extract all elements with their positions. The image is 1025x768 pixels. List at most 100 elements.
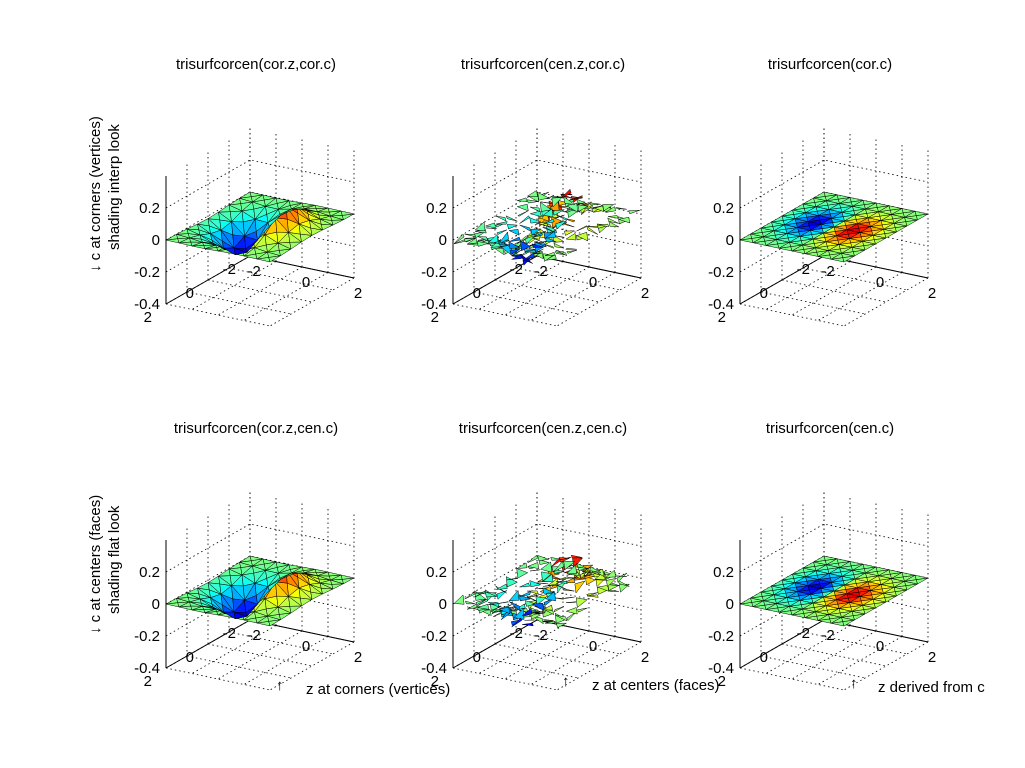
y-tick-label: 2	[431, 309, 439, 326]
x-tick-label: 2	[928, 285, 936, 302]
surface-facet	[498, 231, 509, 244]
surface-facet	[522, 622, 534, 627]
surface-facet	[836, 194, 851, 200]
surface-facet	[560, 193, 572, 199]
surface-facet	[275, 197, 290, 204]
x-tick-label: -2	[821, 627, 834, 644]
surface-facet	[556, 214, 568, 221]
panel-6: trisurfcorcen(cen.c)0.20-0.2-0.420-2 -202	[708, 420, 936, 691]
z-tick-label: 0	[152, 232, 160, 249]
surface-facet	[249, 191, 264, 197]
z-tick-label: 0	[439, 596, 447, 613]
y-tick-label: -2	[223, 261, 236, 278]
row-label-top-line2: shading interp look	[106, 124, 123, 250]
surface-facet	[484, 222, 496, 229]
surface-3	[739, 191, 929, 263]
surface-facet	[540, 201, 552, 204]
surface-facet	[531, 602, 545, 612]
grid-line	[452, 587, 642, 637]
surface-facet	[563, 196, 575, 205]
surface-facet	[543, 598, 555, 607]
surface-facet	[534, 611, 546, 613]
surface-facet	[577, 607, 588, 613]
x-tick-label: -2	[534, 263, 547, 280]
y-axis	[452, 619, 538, 669]
grid-line	[739, 587, 929, 637]
surface-facet	[586, 592, 598, 597]
surface-facet	[532, 616, 544, 625]
surface-facet	[607, 217, 619, 224]
surface-facet	[340, 574, 355, 580]
surface-facet	[529, 580, 542, 588]
surface-facet	[576, 562, 588, 570]
surface-facet	[566, 577, 578, 579]
surface-facet	[496, 229, 508, 235]
z-tick-label: -0.4	[134, 660, 160, 677]
surface-facet	[615, 575, 627, 577]
surface-facet	[914, 210, 929, 216]
surface-facet	[499, 243, 510, 247]
z-tick-label: 0.2	[426, 564, 447, 581]
surface-facet	[301, 566, 316, 571]
surface-facet	[542, 573, 554, 583]
surface-facet	[606, 577, 618, 588]
y-tick-label: 0	[473, 285, 481, 302]
surface-facet	[327, 571, 342, 577]
surface-facet	[288, 564, 303, 570]
surface-facet	[529, 217, 541, 224]
surface-facet	[616, 572, 628, 583]
column-note-3-text: z derived from c	[878, 679, 985, 696]
surface-facet	[579, 569, 592, 576]
surface-facet	[464, 592, 475, 600]
surface-facet	[531, 612, 544, 614]
surface-facet	[862, 199, 877, 205]
surface-facet	[496, 221, 508, 225]
surface-facet	[875, 202, 890, 208]
surface-facet	[516, 236, 527, 245]
surface-facet	[521, 254, 533, 264]
surface-facet	[509, 236, 521, 242]
surface-facet	[453, 233, 465, 244]
surface-facet	[535, 241, 547, 248]
z-tick-label: -0.4	[708, 660, 734, 677]
surface-facet	[516, 562, 528, 569]
surface-facet	[553, 242, 564, 249]
surface-facet	[340, 210, 355, 216]
surface-facet	[474, 231, 486, 239]
surface-facet	[526, 562, 540, 570]
column-note-1-arrow: ↑	[276, 677, 284, 694]
surface-facet	[556, 580, 568, 593]
surface-facet	[477, 603, 490, 610]
panel-2: trisurfcorcen(cen.z,cor.c)0.20-0.2-0.420…	[421, 56, 649, 327]
surface-facet	[531, 243, 544, 248]
surface-facet	[535, 596, 547, 606]
y-tick-label: 2	[718, 673, 726, 690]
surface-facet	[466, 237, 478, 245]
surface-facet	[605, 206, 616, 213]
surface-facet	[527, 554, 538, 563]
surface-facet	[512, 249, 523, 257]
surface-facet	[453, 594, 465, 605]
row-label-top-line1: c at corners (vertices)	[87, 116, 104, 260]
surface-facet	[888, 569, 903, 575]
surface-facet	[570, 554, 583, 559]
surface-facet	[555, 578, 567, 585]
surface-facet	[532, 237, 544, 243]
y-tick-label: -2	[797, 625, 810, 642]
grid-line	[165, 223, 355, 273]
surface-facet	[511, 617, 522, 628]
surface-facet	[301, 202, 316, 207]
x-tick-label: 0	[876, 638, 884, 655]
x-tick-label: 2	[928, 649, 936, 666]
surface-facet	[275, 561, 290, 568]
row-label-bottom-line2: shading flat look	[106, 505, 123, 614]
surface-facet	[562, 588, 575, 592]
z-tick-label: -0.4	[421, 296, 447, 313]
panel-4: trisurfcorcen(cor.z,cen.c)0.20-0.2-0.420…	[134, 420, 362, 691]
y-tick-label: -2	[510, 261, 523, 278]
surface-facet	[530, 206, 541, 213]
surface-facet	[526, 189, 538, 197]
panels-layer: trisurfcorcen(cor.z,cor.c)0.20-0.2-0.420…	[134, 56, 936, 691]
surface-facet	[509, 249, 521, 255]
surface-facet	[552, 209, 565, 216]
